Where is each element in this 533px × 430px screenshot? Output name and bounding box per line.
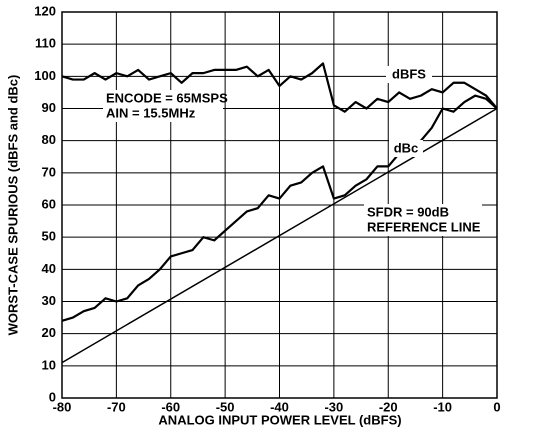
x-tick-label: -40 (270, 399, 289, 414)
y-tick-label: 20 (42, 325, 56, 340)
x-tick-label: -30 (324, 399, 343, 414)
labels: ENCODE = 65MSPS AIN = 15.5MHz dBFS dBc S… (103, 66, 482, 236)
y-tick-label: 40 (42, 261, 56, 276)
y-tick-label: 120 (34, 3, 56, 18)
annotation: AIN = 15.5MHz (106, 105, 196, 120)
x-tick-label: -70 (107, 399, 126, 414)
label-bg (103, 90, 223, 122)
annotation: REFERENCE LINE (367, 219, 481, 234)
plot-lines (61, 62, 498, 364)
x-axis-label: ANALOG INPUT POWER LEVEL (dBFS) (158, 412, 401, 427)
y-tick-label: 0 (49, 389, 56, 404)
y-tick-label: 50 (42, 229, 56, 244)
series-label: dBFS (392, 66, 426, 81)
series-label: dBc (394, 140, 419, 155)
label-bg (364, 204, 482, 236)
plot-frame (61, 11, 498, 399)
y-tick-label: 100 (34, 68, 56, 83)
series-line (61, 94, 498, 322)
y-tick-label: 90 (42, 100, 56, 115)
series-line (61, 107, 498, 364)
x-tick-label: -80 (53, 399, 72, 414)
y-axis-label: WORST-CASE SPURIOUS (dBFS and dBc) (5, 75, 20, 336)
y-tick-label: 70 (42, 164, 56, 179)
y-tick-label: 80 (42, 132, 56, 147)
label-bg (386, 66, 432, 83)
annotation: ENCODE = 65MSPS (106, 90, 228, 105)
y-tick-label: 10 (42, 357, 56, 372)
y-tick-label: 60 (42, 196, 56, 211)
x-tick-label: -10 (433, 399, 452, 414)
x-tick-label: -20 (379, 399, 398, 414)
annotation: SFDR = 90dB (367, 204, 449, 219)
label-bg (389, 140, 423, 157)
y-tick-label: 110 (35, 36, 56, 51)
x-tick-label: -60 (161, 399, 180, 414)
y-tick-label: 30 (42, 293, 56, 308)
series-line (61, 62, 498, 113)
x-tick-label: 0 (493, 399, 500, 414)
x-tick-label: -50 (216, 399, 235, 414)
